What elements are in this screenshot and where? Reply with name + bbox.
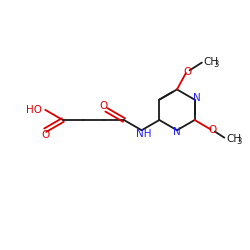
Text: O: O bbox=[99, 101, 108, 111]
Text: 3: 3 bbox=[236, 137, 241, 146]
Text: O: O bbox=[208, 125, 216, 135]
Text: N: N bbox=[193, 93, 200, 103]
Text: O: O bbox=[41, 130, 49, 140]
Text: O: O bbox=[183, 67, 191, 77]
Text: NH: NH bbox=[136, 129, 152, 139]
Text: HO: HO bbox=[26, 105, 42, 115]
Text: N: N bbox=[173, 127, 181, 137]
Text: CH: CH bbox=[204, 56, 219, 66]
Text: 3: 3 bbox=[214, 60, 219, 69]
Text: CH: CH bbox=[226, 134, 241, 144]
